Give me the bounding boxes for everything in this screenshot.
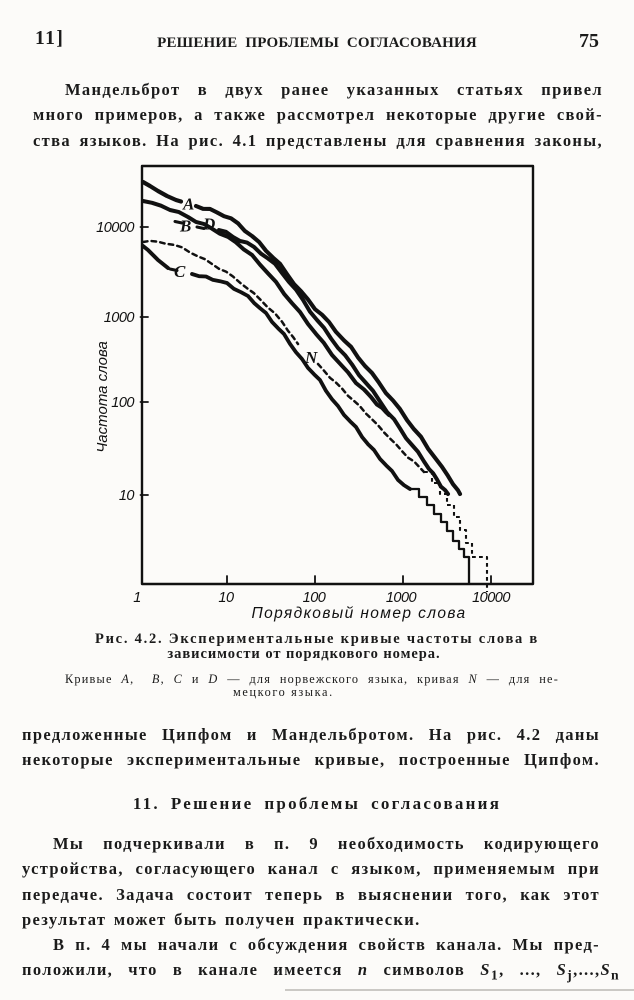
svg-text:C: C xyxy=(174,262,186,281)
svg-text:10000: 10000 xyxy=(96,220,134,236)
svg-text:1000: 1000 xyxy=(104,310,135,326)
svg-text:A: A xyxy=(182,195,194,214)
svg-text:100: 100 xyxy=(303,590,326,606)
svg-text:Частота слова: Частота слова xyxy=(94,341,111,453)
svg-text:1: 1 xyxy=(133,590,141,606)
svg-text:D: D xyxy=(202,215,215,234)
svg-text:B: B xyxy=(179,217,191,236)
svg-text:100: 100 xyxy=(111,395,134,411)
svg-text:N: N xyxy=(304,348,318,367)
svg-text:Порядковый номер слова: Порядковый номер слова xyxy=(251,605,466,622)
svg-text:10: 10 xyxy=(218,590,234,606)
svg-text:10000: 10000 xyxy=(472,590,510,606)
svg-text:10: 10 xyxy=(119,488,135,504)
svg-text:1000: 1000 xyxy=(386,590,417,606)
